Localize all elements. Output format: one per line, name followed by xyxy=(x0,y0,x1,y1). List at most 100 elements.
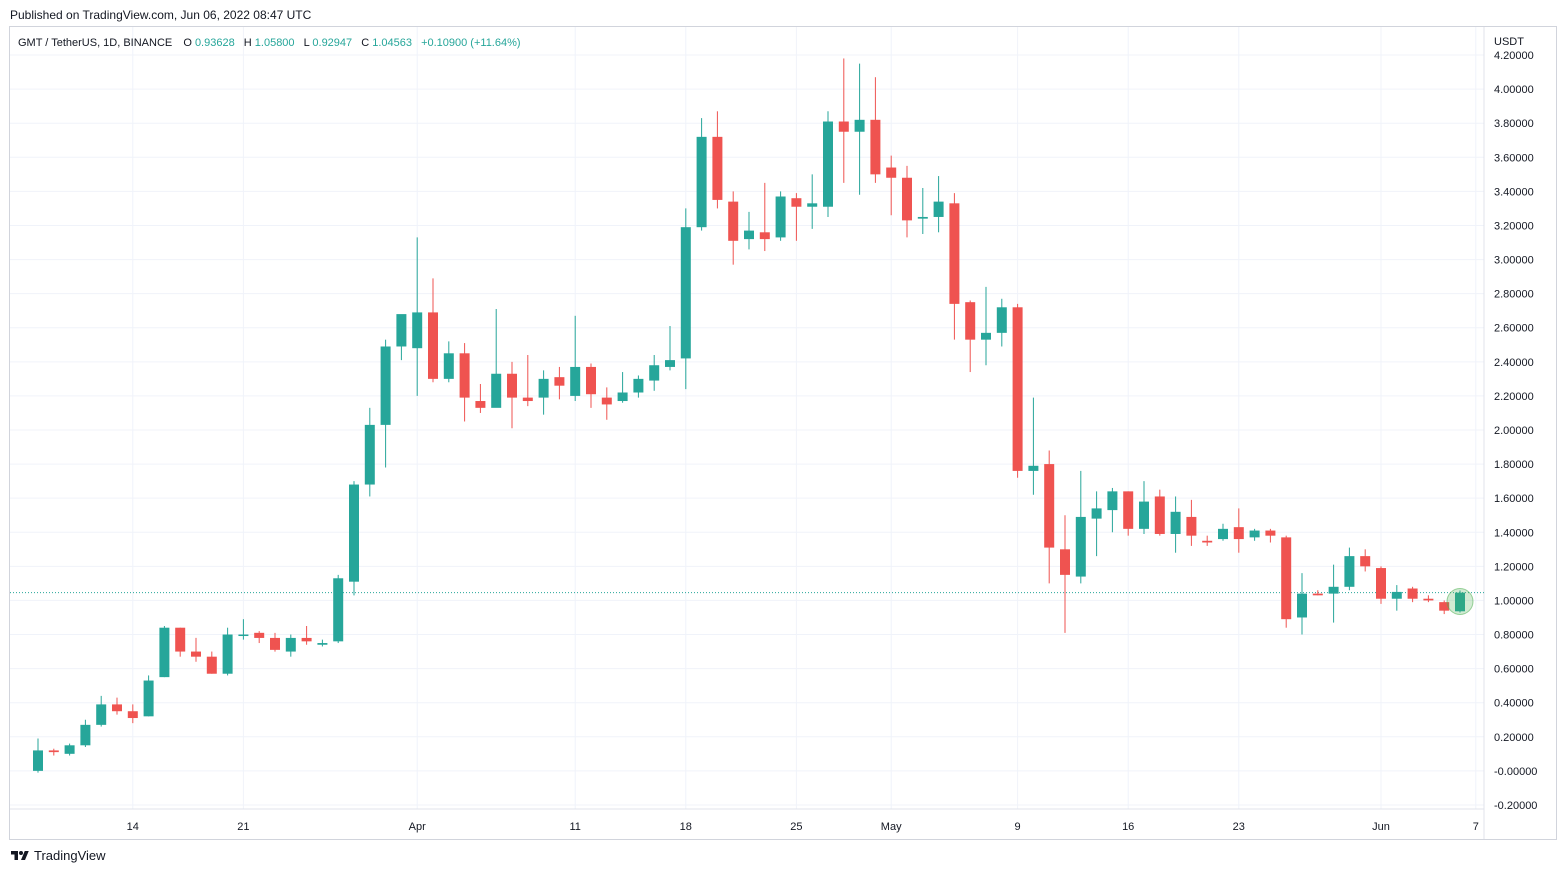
y-axis-labels: 4.20000 4.00000 3.80000 3.60000 3.40000 3.200… xyxy=(1494,50,1537,812)
candle-body xyxy=(949,203,960,304)
legend-low-label: L xyxy=(304,37,310,49)
candle xyxy=(222,627,233,676)
x-tick-label: 16 xyxy=(1122,821,1134,833)
candle-body xyxy=(696,136,707,228)
candle xyxy=(33,738,43,773)
candle xyxy=(206,651,217,674)
candle xyxy=(570,315,581,402)
candle-body xyxy=(1328,586,1339,594)
candle-body xyxy=(1044,464,1055,548)
candle-body xyxy=(965,302,976,340)
x-tick-label: 23 xyxy=(1233,821,1245,833)
legend-close-label: C xyxy=(361,37,369,49)
candle xyxy=(1170,496,1181,553)
candle xyxy=(902,165,912,238)
candles xyxy=(33,58,1465,773)
candle xyxy=(238,619,249,640)
candle-body xyxy=(744,230,754,240)
candle xyxy=(933,176,944,233)
candle-body xyxy=(491,373,502,408)
candle-body xyxy=(917,216,928,219)
candle xyxy=(1281,535,1292,628)
candle-body xyxy=(380,346,391,425)
legend-open-value: 0.93628 xyxy=(195,37,235,49)
candle xyxy=(1107,487,1118,533)
published-caption: Published on TradingView.com, Jun 06, 20… xyxy=(10,8,312,22)
candle-body xyxy=(270,637,280,650)
candle xyxy=(364,407,375,497)
candle-body xyxy=(1154,496,1165,534)
chart-frame[interactable]: 4.20000 4.00000 3.80000 3.60000 3.40000 3.200… xyxy=(9,26,1557,840)
candle xyxy=(775,191,786,241)
candle xyxy=(838,58,849,183)
candle xyxy=(712,111,723,209)
candle xyxy=(1407,586,1418,603)
candle xyxy=(1328,564,1339,623)
candle-body xyxy=(396,314,407,347)
y-tick-label: 4.20000 xyxy=(1494,50,1534,62)
candle-body xyxy=(285,637,296,652)
candle-body xyxy=(759,232,770,240)
candle-body xyxy=(143,680,154,717)
candle-body xyxy=(775,196,786,238)
candle xyxy=(1439,600,1450,615)
x-tick-label: 18 xyxy=(680,821,692,833)
candle-body xyxy=(586,366,596,395)
candle-body xyxy=(981,332,991,340)
candle xyxy=(554,366,565,400)
candle-body xyxy=(1107,491,1118,511)
candle xyxy=(1202,535,1213,546)
candle xyxy=(428,278,438,383)
y-tick-label: 0.80000 xyxy=(1494,630,1534,642)
legend-close-value: 1.04563 xyxy=(372,37,412,49)
candle-body xyxy=(206,656,217,674)
candle-body xyxy=(80,724,91,746)
y-tick-label: 2.40000 xyxy=(1494,357,1534,369)
candle xyxy=(1344,547,1355,591)
candle xyxy=(1044,450,1055,584)
svg-text:GMT / TetherUS, 1D, BINANCE: GMT / TetherUS, 1D, BINANCE O 0.93628 H … xyxy=(18,37,521,49)
candle xyxy=(491,308,502,408)
candle xyxy=(459,343,470,422)
y-tick-label: 2.60000 xyxy=(1494,323,1534,335)
candle xyxy=(1391,585,1402,611)
candle xyxy=(1233,508,1244,553)
candle-body xyxy=(1281,537,1292,620)
candle xyxy=(665,326,675,371)
candle xyxy=(744,211,754,250)
candle-body xyxy=(1423,598,1434,601)
candlestick-chart[interactable]: 4.20000 4.00000 3.80000 3.60000 3.40000 3.200… xyxy=(10,27,1556,839)
candle-body xyxy=(127,711,138,719)
candle xyxy=(1028,397,1039,495)
candle-body xyxy=(838,121,849,132)
candle-body xyxy=(364,424,375,485)
candle xyxy=(191,637,201,662)
candle-body xyxy=(475,401,486,408)
legend-low-value: 0.92947 xyxy=(312,37,352,49)
candle-body xyxy=(807,203,818,207)
candle-body xyxy=(254,632,265,638)
candle xyxy=(48,748,59,756)
candle-body xyxy=(633,378,644,393)
candle-body xyxy=(428,312,438,379)
candle-body xyxy=(1186,516,1197,536)
x-tick-label: 21 xyxy=(237,821,249,833)
candle xyxy=(96,695,107,727)
candle xyxy=(1060,515,1070,633)
legend-change: +0.10900 (+11.64%) xyxy=(421,37,520,49)
candle xyxy=(1249,528,1260,541)
candle-body xyxy=(1297,593,1307,618)
candle xyxy=(807,174,818,229)
candle-body xyxy=(1312,593,1323,596)
candle-body xyxy=(48,750,59,753)
candle xyxy=(112,697,122,715)
candle xyxy=(1218,523,1228,541)
legend-high-label: H xyxy=(244,37,252,49)
candle-body xyxy=(238,634,249,637)
candle xyxy=(349,481,359,596)
candle xyxy=(1154,489,1165,536)
candle-body xyxy=(886,167,897,178)
candle-body xyxy=(64,745,75,754)
x-tick-label: 9 xyxy=(1015,821,1021,833)
candle xyxy=(64,743,75,756)
